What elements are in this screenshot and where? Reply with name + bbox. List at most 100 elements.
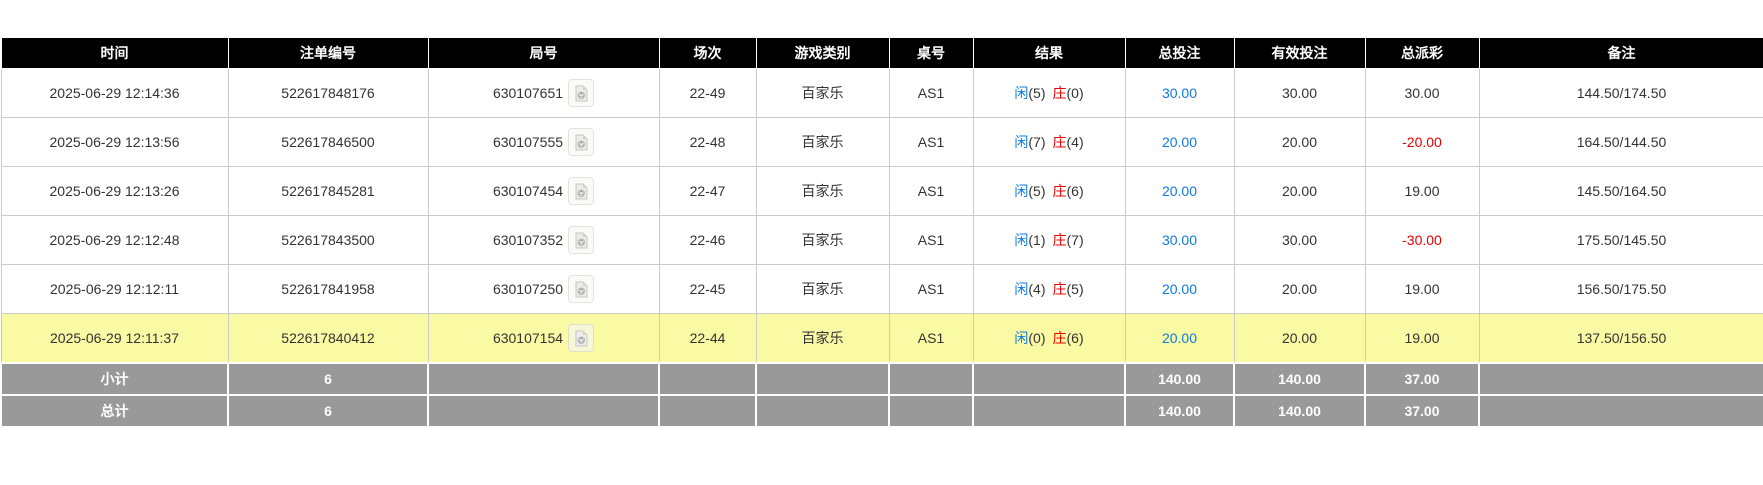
result-player-count: (4) <box>1028 281 1046 297</box>
bet-id-cell: 522617840412 <box>227 313 429 364</box>
time-cell: 2025-06-29 12:13:56 <box>0 117 229 167</box>
game-type-cell: 百家乐 <box>755 264 890 314</box>
table-row: 2025-06-29 12:11:37 522617840412 6301071… <box>0 313 1763 364</box>
result-banker-label: 庄 <box>1052 183 1067 199</box>
round-id: 630107454 <box>492 183 564 199</box>
table-no-cell: AS1 <box>888 313 974 364</box>
col-header-game-type: 游戏类别 <box>755 37 890 69</box>
result-cell: 闲(5) 庄(6) <box>972 166 1126 216</box>
result-player-count: (7) <box>1028 134 1046 150</box>
session-cell: 22-45 <box>658 264 757 314</box>
valid-bet-cell: 30.00 <box>1233 215 1366 265</box>
video-replay-button[interactable] <box>568 79 595 107</box>
result-cell: 闲(4) 庄(5) <box>972 264 1126 314</box>
payout-cell: 19.00 <box>1364 166 1480 216</box>
time-cell: 2025-06-29 12:14:36 <box>0 68 229 118</box>
result-banker-label: 庄 <box>1052 134 1067 150</box>
result-banker-label: 庄 <box>1052 330 1067 346</box>
round-cell: 630107454 <box>427 166 660 216</box>
betting-records-page: 时间 注单编号 局号 场次 游戏类别 桌号 结果 总投注 有效投注 总派彩 备注… <box>0 37 1763 428</box>
col-header-session: 场次 <box>658 37 757 69</box>
game-type-cell: 百家乐 <box>755 313 890 364</box>
grand-total-row: 总计 6 140.00 140.00 37.00 <box>0 394 1763 428</box>
video-replay-button[interactable] <box>568 177 595 205</box>
total-bet-cell: 30.00 <box>1124 215 1235 265</box>
grand-total-total-bet: 140.00 <box>1124 394 1235 428</box>
time-cell: 2025-06-29 12:12:11 <box>0 264 229 314</box>
valid-bet-cell: 20.00 <box>1233 117 1366 167</box>
video-replay-button[interactable] <box>568 128 595 156</box>
subtotal-valid-bet: 140.00 <box>1233 362 1366 396</box>
video-replay-icon <box>575 232 588 248</box>
session-cell: 22-49 <box>658 68 757 118</box>
game-type-cell: 百家乐 <box>755 68 890 118</box>
col-header-payout: 总派彩 <box>1364 37 1480 69</box>
time-cell: 2025-06-29 12:13:26 <box>0 166 229 216</box>
bet-id-cell: 522617845281 <box>227 166 429 216</box>
grand-total-payout: 37.00 <box>1364 394 1480 428</box>
video-replay-icon <box>575 330 588 346</box>
grand-total-count: 6 <box>227 394 429 428</box>
remark-cell: 164.50/144.50 <box>1478 117 1763 167</box>
game-type-cell: 百家乐 <box>755 117 890 167</box>
result-player-label: 闲 <box>1014 232 1029 248</box>
col-header-total-bet: 总投注 <box>1124 37 1235 69</box>
payout-cell: -30.00 <box>1364 215 1480 265</box>
result-banker-count: (4) <box>1066 134 1084 150</box>
remark-cell: 145.50/164.50 <box>1478 166 1763 216</box>
col-header-round: 局号 <box>427 37 660 69</box>
col-header-table-no: 桌号 <box>888 37 974 69</box>
result-player-label: 闲 <box>1014 183 1029 199</box>
col-header-remark: 备注 <box>1478 37 1763 69</box>
result-cell: 闲(7) 庄(4) <box>972 117 1126 167</box>
result-banker-label: 庄 <box>1052 85 1067 101</box>
table-row: 2025-06-29 12:12:11 522617841958 6301072… <box>0 264 1763 314</box>
table-no-cell: AS1 <box>888 264 974 314</box>
table-no-cell: AS1 <box>888 117 974 167</box>
col-header-bet-id: 注单编号 <box>227 37 429 69</box>
grand-total-valid-bet: 140.00 <box>1233 394 1366 428</box>
bet-id-cell: 522617843500 <box>227 215 429 265</box>
col-header-valid-bet: 有效投注 <box>1233 37 1366 69</box>
valid-bet-cell: 20.00 <box>1233 313 1366 364</box>
table-row: 2025-06-29 12:12:48 522617843500 6301073… <box>0 215 1763 265</box>
result-cell: 闲(0) 庄(6) <box>972 313 1126 364</box>
video-replay-icon <box>575 183 588 199</box>
result-banker-label: 庄 <box>1052 281 1067 297</box>
subtotal-total-bet: 140.00 <box>1124 362 1235 396</box>
subtotal-count: 6 <box>227 362 429 396</box>
session-cell: 22-48 <box>658 117 757 167</box>
remark-cell: 156.50/175.50 <box>1478 264 1763 314</box>
round-cell: 630107651 <box>427 68 660 118</box>
round-id: 630107555 <box>492 134 564 150</box>
video-replay-button[interactable] <box>568 226 595 254</box>
table-no-cell: AS1 <box>888 215 974 265</box>
table-row: 2025-06-29 12:13:56 522617846500 6301075… <box>0 117 1763 167</box>
video-replay-button[interactable] <box>568 275 595 303</box>
session-cell: 22-46 <box>658 215 757 265</box>
payout-cell: 19.00 <box>1364 264 1480 314</box>
time-cell: 2025-06-29 12:11:37 <box>0 313 229 364</box>
time-cell: 2025-06-29 12:12:48 <box>0 215 229 265</box>
video-replay-icon <box>575 85 588 101</box>
result-player-label: 闲 <box>1014 134 1029 150</box>
result-cell: 闲(1) 庄(7) <box>972 215 1126 265</box>
result-player-label: 闲 <box>1014 330 1029 346</box>
total-bet-cell: 30.00 <box>1124 68 1235 118</box>
total-bet-cell: 20.00 <box>1124 264 1235 314</box>
remark-cell: 144.50/174.50 <box>1478 68 1763 118</box>
payout-cell: 19.00 <box>1364 313 1480 364</box>
valid-bet-cell: 20.00 <box>1233 166 1366 216</box>
result-banker-count: (5) <box>1066 281 1084 297</box>
result-player-count: (5) <box>1028 183 1046 199</box>
table-no-cell: AS1 <box>888 166 974 216</box>
col-header-time: 时间 <box>0 37 229 69</box>
remark-cell: 137.50/156.50 <box>1478 313 1763 364</box>
video-replay-button[interactable] <box>568 324 595 352</box>
result-player-label: 闲 <box>1014 281 1029 297</box>
round-cell: 630107555 <box>427 117 660 167</box>
bet-id-cell: 522617841958 <box>227 264 429 314</box>
round-cell: 630107250 <box>427 264 660 314</box>
game-type-cell: 百家乐 <box>755 166 890 216</box>
table-row: 2025-06-29 12:14:36 522617848176 6301076… <box>0 68 1763 118</box>
